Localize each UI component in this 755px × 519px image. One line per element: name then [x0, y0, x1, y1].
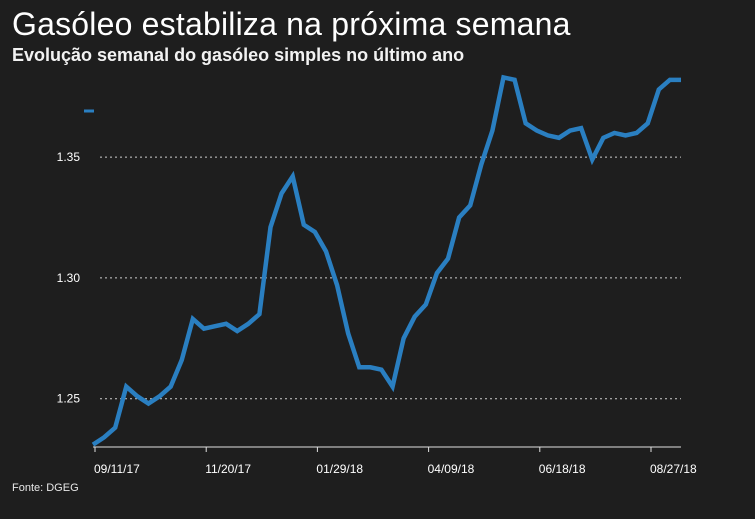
- y-axis-labels: 1.25 1.30 1.35: [57, 150, 81, 406]
- x-tick-label: 04/09/18: [428, 462, 475, 476]
- grid-lines: [100, 156, 681, 400]
- x-axis: [93, 446, 681, 452]
- x-tick-label: 01/29/18: [316, 462, 363, 476]
- chart-subtitle: Evolução semanal do gasóleo simples no ú…: [12, 45, 465, 65]
- source-note: Fonte: DGEG: [12, 482, 79, 494]
- y-tick-label: 1.35: [57, 150, 81, 164]
- x-tick-label: 09/11/17: [94, 462, 140, 476]
- x-tick-label: 11/20/17: [205, 462, 251, 476]
- chart-title: Gasóleo estabiliza na próxima semana: [12, 6, 571, 42]
- y-tick-label: 1.25: [57, 392, 81, 406]
- x-tick-label: 08/27/18: [650, 462, 697, 476]
- y-tick-label: 1.30: [57, 271, 81, 285]
- series-line: [91, 74, 681, 447]
- series-layer: [84, 74, 681, 447]
- x-axis-labels: 09/11/17 11/20/17 01/29/18 04/09/18 06/18/18…: [94, 462, 697, 476]
- x-tick-label: 06/18/18: [539, 462, 586, 476]
